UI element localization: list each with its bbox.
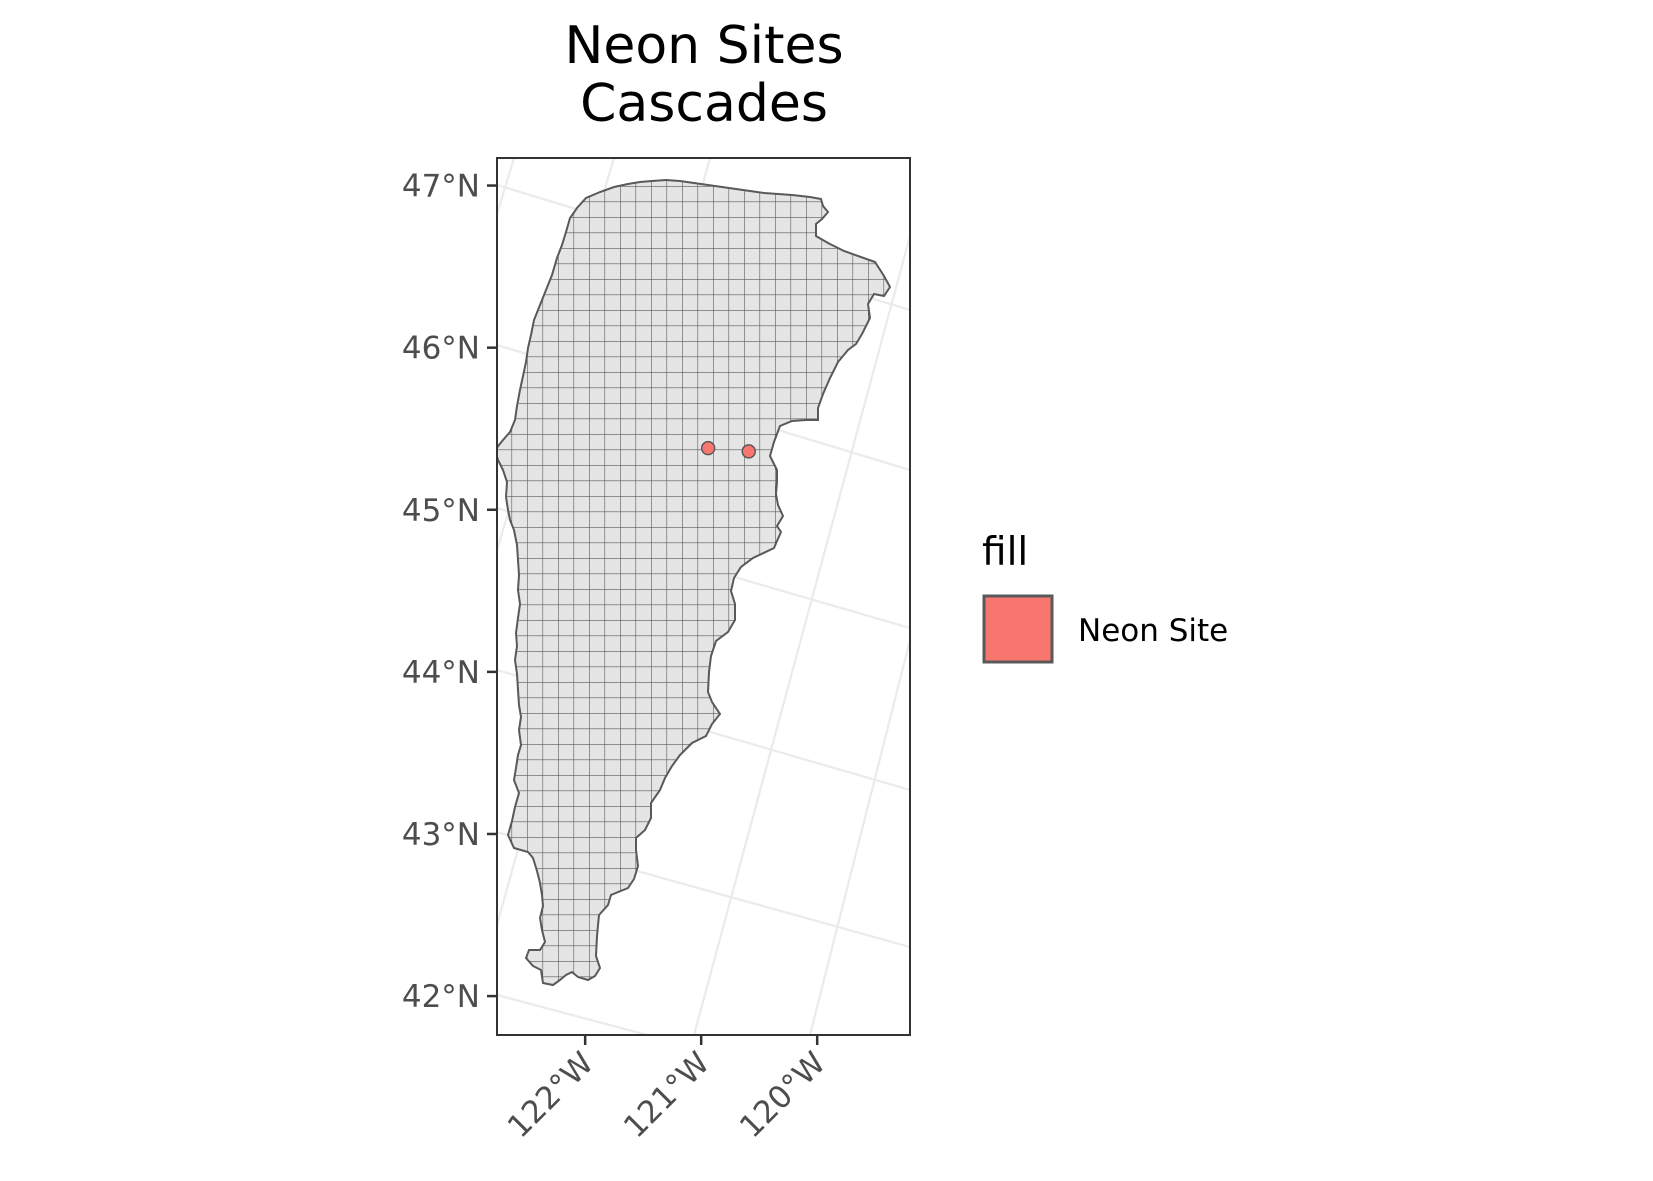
neon-site-point-1: [700, 440, 716, 456]
legend: fill Neon Site: [982, 530, 1228, 664]
legend-title: fill: [982, 530, 1028, 575]
x-tick-label-121: 121°W: [617, 1045, 717, 1145]
title-line-1: Neon Sites: [564, 16, 843, 76]
y-tick-label-43: 43°N: [402, 817, 480, 853]
y-tick-label-46: 46°N: [402, 331, 480, 367]
graticule-lon-123: [497, 158, 516, 215]
plot-panel-border: [496, 157, 911, 1036]
legend-key-neon-site: [982, 594, 1054, 664]
graticule-lon-119: [808, 639, 910, 1035]
graticule-lat-42: [497, 993, 652, 1035]
y-tick-label-47: 47°N: [402, 169, 480, 205]
y-tick-label-42: 42°N: [402, 979, 480, 1015]
graticule-lon-120: [692, 235, 910, 1035]
ecoregion-map: [497, 178, 892, 987]
x-axis: 122°W 121°W 120°W: [501, 1035, 833, 1145]
x-tick-label-122: 122°W: [501, 1045, 601, 1145]
x-tick-label-120: 120°W: [733, 1045, 833, 1145]
legend-label-neon-site: Neon Site: [1078, 613, 1228, 649]
y-axis: 47°N 46°N 45°N 44°N 43°N 42°N: [402, 169, 497, 1015]
neon-site-points: [700, 440, 756, 459]
y-tick-label-45: 45°N: [402, 493, 480, 529]
neon-site-point-2: [741, 444, 756, 459]
y-tick-label-44: 44°N: [402, 655, 480, 691]
title-line-2: Cascades: [580, 74, 828, 134]
chart-title: Neon Sites Cascades: [564, 16, 843, 134]
cascades-region: [497, 178, 892, 987]
